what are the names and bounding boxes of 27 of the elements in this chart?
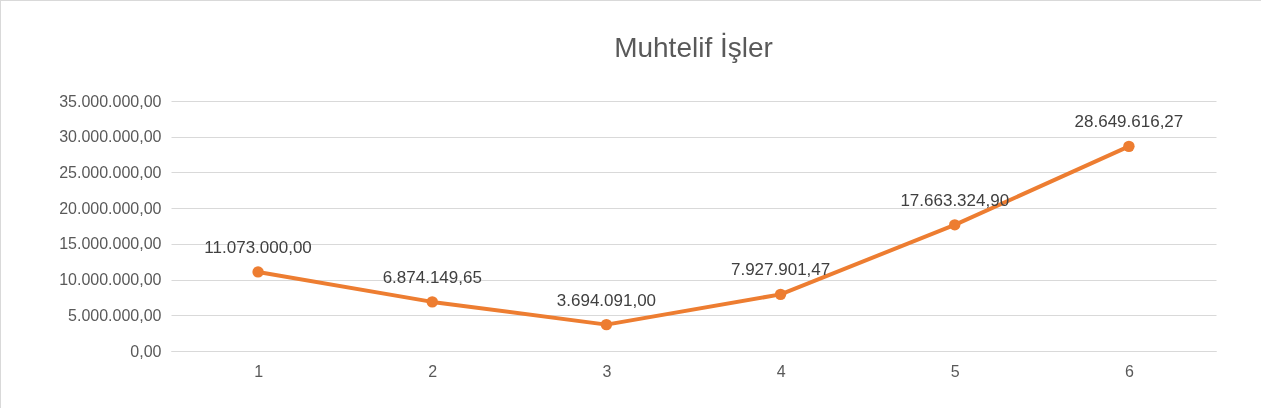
x-tick-label: 2 <box>428 362 438 380</box>
point <box>949 219 961 231</box>
x-tick-label: 5 <box>950 362 960 380</box>
y-tick-label: 15.000.000,00 <box>59 235 162 253</box>
point <box>600 318 613 331</box>
chart-title: Muhtelif İşler <box>614 32 773 63</box>
data-label: 17.663.324,90 <box>900 190 1010 210</box>
data-label: 6.874.149,65 <box>382 267 482 287</box>
point <box>1123 140 1135 153</box>
y-tick-label: 25.000.000,00 <box>59 163 162 181</box>
x-tick-label: 1 <box>254 362 264 380</box>
x-tick-label: 6 <box>1124 362 1134 380</box>
data-label: 11.073.000,00 <box>204 237 312 257</box>
y-tick-label: 0,00 <box>130 342 162 360</box>
y-tick-label: 30.000.000,00 <box>59 128 162 146</box>
y-tick-label: 10.000.000,00 <box>59 271 162 289</box>
point <box>774 288 787 301</box>
y-tick-label: 35.000.000,00 <box>59 92 162 110</box>
data-label: 3.694.091,00 <box>556 290 657 310</box>
data-label: 7.927.901,47 <box>730 260 831 280</box>
y-tick-label: 5.000.000,00 <box>68 306 162 324</box>
point <box>426 296 438 308</box>
data-label: 28.649.616,27 <box>1074 112 1184 132</box>
y-tick-label: 20.000.000,00 <box>59 199 162 217</box>
x-tick-label: 4 <box>776 362 786 380</box>
point <box>252 266 264 278</box>
x-tick-label: 3 <box>602 362 612 380</box>
